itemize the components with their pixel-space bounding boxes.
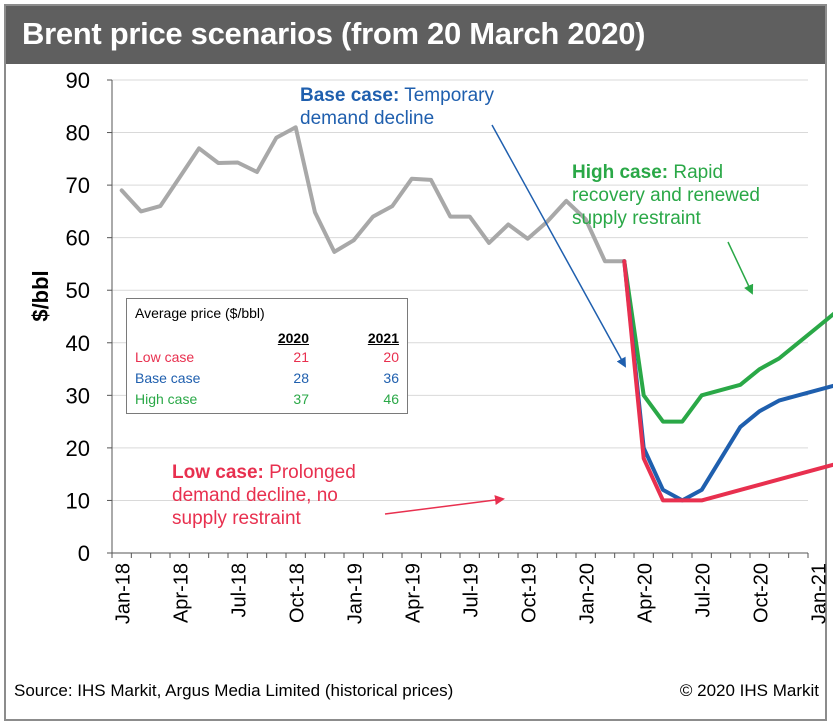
table-row-label: High case	[135, 391, 198, 407]
x-tick-label: Oct-20	[751, 563, 773, 623]
low-case-annotation: Low case: Prolonged demand decline, no s…	[172, 461, 356, 530]
table-value-2021: 46	[383, 391, 399, 407]
high-case-annotation-line1: Rapid	[673, 162, 724, 183]
high-case-annotation-line2: recovery and renewed	[572, 185, 760, 206]
series-line-historical	[119, 125, 627, 264]
high-case-annotation: High case: Rapid recovery and renewed su…	[572, 161, 760, 230]
title-bar: Brent price scenarios (from 20 March 202…	[6, 6, 825, 64]
low-case-arrow	[384, 495, 505, 515]
x-tick-label: Apr-18	[171, 563, 193, 623]
y-tick-label: 30	[66, 383, 90, 408]
high-case-annotation-line3: supply restraint	[572, 208, 701, 229]
x-tick-label: Oct-19	[519, 563, 541, 623]
table-value-2020: 21	[293, 349, 309, 365]
x-tick-label: Jul-18	[229, 563, 251, 617]
x-tick-label: Jan-19	[345, 563, 367, 624]
x-tick-label: Oct-18	[287, 563, 309, 623]
x-tick-label: Apr-20	[635, 563, 657, 623]
y-tick-label: 20	[66, 436, 90, 461]
column-2020-header: 2020	[277, 330, 309, 346]
series-line-high-case	[622, 259, 833, 424]
x-tick-label: Jul-20	[693, 563, 715, 617]
base-case-annotation-bold: Base case:	[300, 85, 400, 106]
y-tick-label: 40	[66, 331, 90, 356]
y-tick-label: 60	[66, 226, 90, 251]
low-case-annotation-bold: Low case:	[172, 462, 264, 483]
x-tick-label: Jul-19	[461, 563, 483, 617]
x-tick-label: Apr-19	[403, 563, 425, 623]
base-case-arrow	[491, 124, 626, 368]
chart-title: Brent price scenarios (from 20 March 202…	[22, 16, 646, 51]
series-line-low-case	[622, 259, 833, 503]
y-tick-label: 10	[66, 488, 90, 513]
x-tick-label: Jan-20	[577, 563, 599, 624]
y-tick-label: 0	[78, 541, 90, 566]
base-case-annotation: Base case: Temporary demand decline	[300, 84, 494, 130]
low-case-annotation-line2: demand decline, no	[172, 485, 338, 506]
series-line-base-case	[622, 259, 833, 503]
y-tick-label: 50	[66, 278, 90, 303]
high-case-annotation-bold: High case:	[572, 162, 669, 183]
average-price-table: Average price ($/bbl) 2020 2021 Low case…	[126, 298, 408, 414]
low-case-annotation-line1: Prolonged	[269, 462, 356, 483]
table-value-2021: 20	[383, 349, 399, 365]
copyright-note: © 2020 IHS Markit	[679, 681, 819, 700]
y-axis-label: $/bbl	[28, 270, 53, 321]
y-tick-label: 90	[66, 68, 90, 93]
x-tick-label: Jan-21	[809, 563, 831, 624]
column-2021-header: 2021	[367, 330, 399, 346]
table-header: Average price ($/bbl)	[135, 305, 265, 321]
x-tick-label: Jan-18	[113, 563, 135, 624]
y-tick-label: 80	[66, 121, 90, 146]
table-value-2020: 28	[293, 370, 309, 386]
base-case-annotation-line2: demand decline	[300, 108, 435, 129]
table-value-2021: 36	[383, 370, 399, 386]
table-row-label: Low case	[135, 349, 195, 365]
y-tick-label: 70	[66, 173, 90, 198]
low-case-annotation-line3: supply restraint	[172, 508, 301, 529]
table-row-label: Base case	[135, 370, 201, 386]
high-case-arrow	[727, 241, 754, 295]
table-value-2020: 37	[293, 391, 309, 407]
base-case-annotation-line1: Temporary	[404, 85, 494, 106]
source-note: Source: IHS Markit, Argus Media Limited …	[14, 681, 454, 700]
